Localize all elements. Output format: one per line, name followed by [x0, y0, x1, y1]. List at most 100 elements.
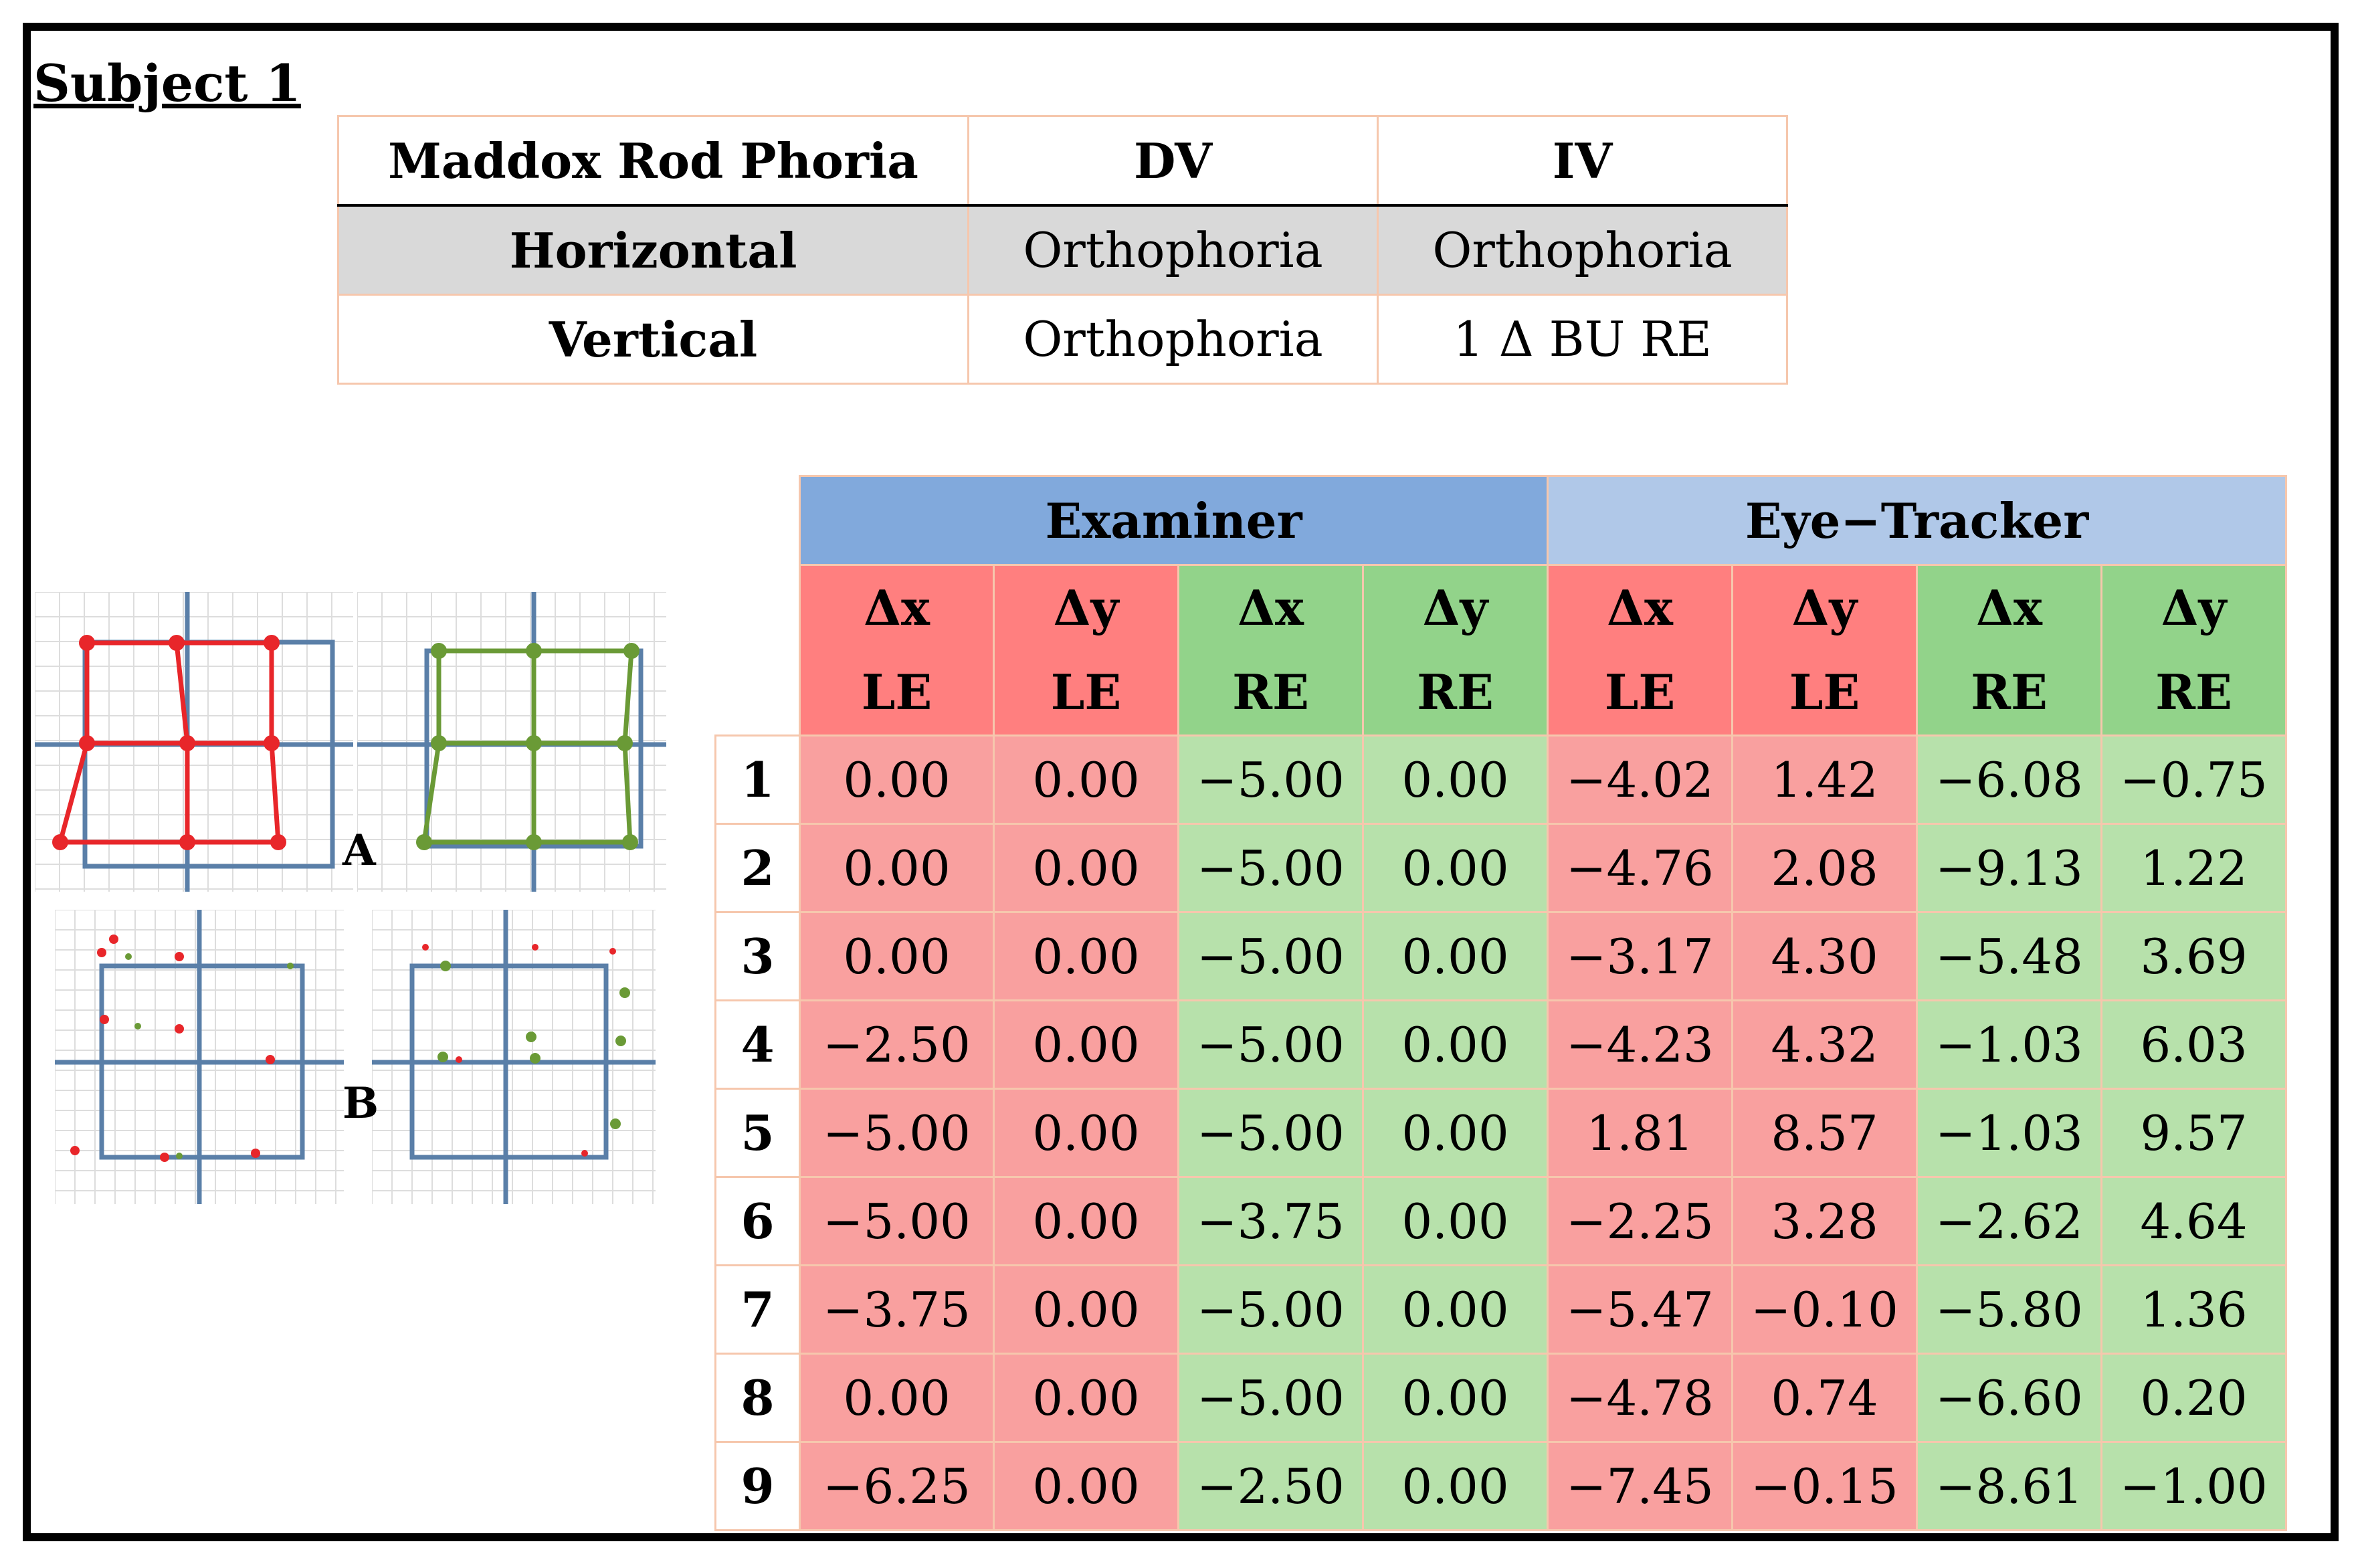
- corner-cell: [715, 476, 800, 565]
- label-a: A: [342, 825, 376, 876]
- gaze-point: [581, 1150, 588, 1157]
- value-cell: 0.00: [1362, 734, 1549, 825]
- delta-label: Δx: [1238, 579, 1304, 636]
- sub-header: Δx RE: [1916, 564, 2102, 737]
- figure-frame: [23, 23, 2339, 1541]
- delta-label: Δy: [1791, 579, 1858, 636]
- gaze-point: [109, 935, 118, 944]
- deviation-point: [264, 635, 280, 651]
- table-row: 5 −5.00 0.00 −5.00 0.00 1.81 8.57 −1.03 9.57: [714, 1088, 2287, 1178]
- eye-label: LE: [1050, 664, 1122, 720]
- dv-value: Orthophoria: [967, 204, 1379, 296]
- maddox-header: Maddox Rod Phoria: [337, 115, 969, 207]
- delta-label: Δy: [2161, 579, 2227, 636]
- panel-a-left-eye: [35, 592, 353, 892]
- deviation-point: [431, 643, 447, 659]
- left-eye-gaze-plot: [55, 910, 344, 1204]
- value-cell: 4.32: [1731, 999, 1918, 1090]
- value-cell: 8.57: [1731, 1088, 1918, 1178]
- row-index: 3: [714, 911, 801, 1001]
- gaze-point: [251, 1149, 260, 1158]
- iv-value: Orthophoria: [1377, 204, 1788, 296]
- gaze-point: [615, 1036, 626, 1046]
- target-square: [409, 963, 609, 1160]
- value-cell: −3.75: [1177, 1176, 1364, 1266]
- gaze-point: [619, 987, 630, 998]
- sub-header: Δy LE: [1731, 564, 1918, 737]
- value-cell: 0.00: [1362, 1176, 1549, 1266]
- value-cell: −4.76: [1547, 823, 1733, 913]
- value-cell: 1.42: [1731, 734, 1918, 825]
- gaze-point: [175, 952, 184, 961]
- gaze-point: [175, 1024, 184, 1034]
- value-cell: −7.45: [1547, 1441, 1733, 1531]
- value-cell: −4.02: [1547, 734, 1733, 825]
- value-cell: −5.00: [1177, 999, 1364, 1090]
- value-cell: −1.03: [1916, 1088, 2102, 1178]
- table-row: 7 −3.75 0.00 −5.00 0.00 −5.47 −0.10 −5.80 1.36: [714, 1264, 2287, 1355]
- value-cell: −6.08: [1916, 734, 2102, 825]
- deviation-point: [179, 834, 195, 850]
- label-b: B: [342, 1078, 379, 1129]
- value-cell: 0.00: [1362, 1353, 1549, 1443]
- sub-header: Δy RE: [2100, 564, 2287, 737]
- value-cell: 9.57: [2100, 1088, 2287, 1178]
- eye-label: LE: [1789, 664, 1860, 720]
- target-square: [99, 963, 305, 1160]
- value-cell: −2.50: [799, 999, 995, 1090]
- gaze-point: [422, 944, 429, 951]
- deviation-point: [526, 834, 542, 850]
- gaze-point: [609, 948, 616, 955]
- sub-header-row: Δx LE Δy LE Δx RE Δy RE Δx LE Δy LE Δx RE Δy RE: [715, 564, 2287, 737]
- deviation-table: Examiner Eye−Tracker Δx LE Δy LE Δx RE Δy RE…: [714, 475, 2287, 1531]
- sub-header: Δx RE: [1177, 564, 1364, 737]
- eye-tracker-header: Eye−Tracker: [1547, 475, 2287, 566]
- gaze-point: [100, 1015, 109, 1024]
- gaze-point: [440, 961, 451, 971]
- delta-label: Δy: [1422, 579, 1488, 636]
- delta-label: Δx: [1607, 579, 1673, 636]
- value-cell: 0.00: [1362, 1441, 1549, 1531]
- value-cell: 4.30: [1731, 911, 1918, 1001]
- left-eye-grid-plot: [35, 592, 353, 892]
- row-index: 7: [714, 1264, 801, 1355]
- eye-label: RE: [1232, 664, 1309, 720]
- value-cell: −0.15: [1731, 1441, 1918, 1531]
- value-cell: 0.00: [1362, 911, 1549, 1001]
- eye-label: RE: [2155, 664, 2232, 720]
- value-cell: −2.62: [1916, 1176, 2102, 1266]
- value-cell: 0.00: [993, 911, 1179, 1001]
- maddox-row-vertical: Vertical Orthophoria 1 Δ BU RE: [337, 294, 1788, 385]
- deviation-line: [174, 642, 190, 744]
- maddox-header-dv: DV: [967, 115, 1379, 207]
- value-cell: −5.80: [1916, 1264, 2102, 1355]
- delta-label: Δy: [1053, 579, 1119, 636]
- table-row: 9 −6.25 0.00 −2.50 0.00 −7.45 −0.15 −8.61 −1.00: [714, 1441, 2287, 1531]
- value-cell: −5.00: [1177, 1088, 1364, 1178]
- value-cell: −6.60: [1916, 1353, 2102, 1443]
- value-cell: 0.20: [2100, 1353, 2287, 1443]
- value-cell: −5.00: [1177, 911, 1364, 1001]
- value-cell: 0.00: [1362, 999, 1549, 1090]
- value-cell: −5.00: [799, 1176, 995, 1266]
- right-eye-grid-plot: [357, 592, 666, 892]
- gaze-point: [456, 1056, 462, 1063]
- sub-header: Δy LE: [993, 564, 1179, 737]
- value-cell: 0.00: [993, 1176, 1179, 1266]
- panel-b-left-eye: [55, 910, 344, 1204]
- value-cell: 4.64: [2100, 1176, 2287, 1266]
- value-cell: 1.81: [1547, 1088, 1733, 1178]
- deviation-point: [52, 834, 68, 850]
- maddox-header-row: Maddox Rod Phoria DV IV: [337, 115, 1788, 207]
- value-cell: −8.61: [1916, 1441, 2102, 1531]
- gaze-point: [266, 1055, 275, 1064]
- value-cell: −3.75: [799, 1264, 995, 1355]
- value-cell: 0.00: [993, 1441, 1179, 1531]
- deviation-point: [169, 635, 185, 651]
- maddox-header-iv: IV: [1377, 115, 1788, 207]
- value-cell: −0.75: [2100, 734, 2287, 825]
- deviation-point: [264, 735, 280, 751]
- row-index: 1: [714, 734, 801, 825]
- sub-header: Δx LE: [1547, 564, 1733, 737]
- value-cell: −4.23: [1547, 999, 1733, 1090]
